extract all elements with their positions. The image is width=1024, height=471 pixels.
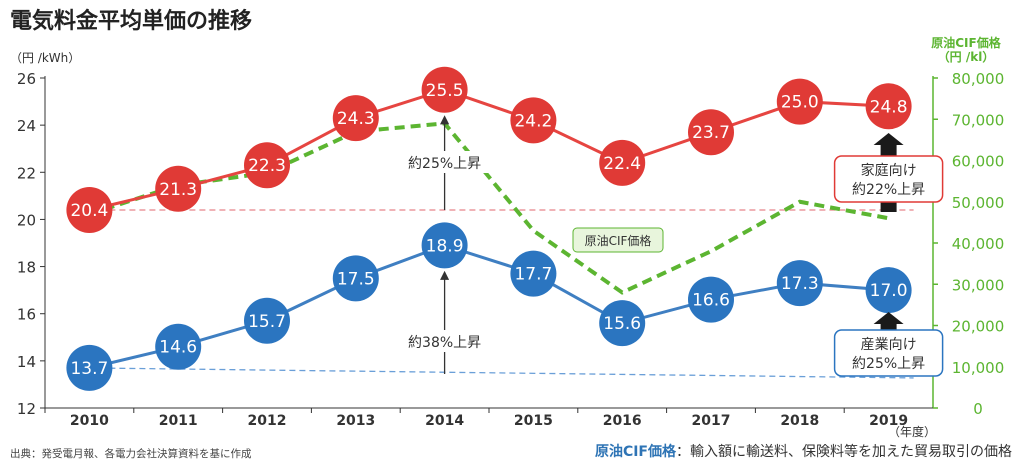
industrial-point — [510, 250, 557, 297]
left-tick-label: 20 — [17, 211, 36, 229]
industrial-box-line2: 約25%上昇 — [852, 356, 925, 372]
right-tick-label: 60,000 — [952, 153, 1005, 171]
industrial-rise-bg — [399, 330, 490, 352]
right-axis-title: 原油CIF価格 — [931, 35, 1001, 50]
household-box-line2: 約22%上昇 — [852, 182, 925, 198]
right-tick-label: 0 — [973, 400, 983, 418]
left-tick-label: 14 — [17, 353, 36, 371]
household-value-label: 23.7 — [692, 123, 730, 143]
x-tick-label: 2011 — [159, 413, 198, 429]
industrial-rise-label: 約38%上昇 — [408, 335, 481, 351]
x-tick-label: 2016 — [603, 413, 642, 429]
industrial-point — [332, 255, 379, 302]
source-note: 出典：発受電月報、各電力会社決算資料を基に作成 — [10, 448, 252, 460]
left-tick-label: 26 — [17, 70, 36, 88]
right-tick-label: 50,000 — [952, 194, 1005, 212]
household-value-label: 20.4 — [70, 201, 108, 221]
household-point — [66, 187, 113, 233]
electricity-price-chart: 12 14 16 18 20 22 24 26 （円 /kWh） 0 10,000 20,000 30,… — [10, 35, 1005, 439]
industrial-value-label: 17.3 — [781, 274, 819, 294]
industrial-point — [244, 297, 290, 344]
x-axis-unit: （年度） — [888, 424, 936, 439]
industrial-point — [599, 300, 646, 347]
household-point — [244, 142, 290, 189]
x-tick-label: 2010 — [70, 413, 109, 429]
x-tick-label: 2019 — [869, 413, 908, 429]
household-point — [510, 97, 557, 144]
industrial-value-label: 17.5 — [337, 269, 375, 289]
left-tick-label: 18 — [17, 259, 36, 277]
right-tick-label: 30,000 — [952, 276, 1005, 294]
industrial-value-label: 17.7 — [514, 265, 552, 285]
household-point — [599, 139, 646, 186]
crude-footnote: 原油CIF価格：輸入額に輸送料、保険料等を加えた貿易取引の価格 — [595, 441, 1012, 461]
industrial-point — [421, 222, 468, 269]
household-box-line1: 家庭向け — [861, 162, 917, 179]
chart-title: 電気料金平均単価の推移 — [10, 9, 253, 34]
x-tick-label: 2017 — [692, 413, 731, 429]
industrial-value-label: 15.6 — [603, 314, 641, 334]
household-value-label: 25.0 — [781, 93, 819, 113]
industrial-box-line1: 産業向け — [861, 337, 917, 353]
household-value-label: 21.3 — [159, 180, 197, 200]
household-value-label: 24.3 — [337, 109, 375, 129]
x-tick-label: 2013 — [336, 413, 375, 429]
industrial-line — [89, 243, 889, 370]
household-value-label: 25.5 — [426, 81, 464, 101]
industrial-point — [66, 344, 113, 391]
household-point — [421, 66, 468, 113]
left-tick-label: 22 — [17, 164, 36, 182]
household-value-label: 24.2 — [514, 111, 552, 131]
crude-label: 原油CIF価格 — [585, 233, 652, 248]
left-tick-label: 24 — [17, 117, 36, 135]
crude-label-box — [572, 227, 664, 253]
left-tick-label: 12 — [17, 400, 36, 418]
right-tick-label: 40,000 — [952, 235, 1005, 253]
household-point — [776, 78, 823, 125]
right-tick-label: 10,000 — [952, 359, 1005, 377]
industrial-value-label: 15.7 — [248, 312, 286, 332]
household-value-label: 22.3 — [248, 156, 286, 176]
household-line — [89, 88, 889, 212]
right-tick-label: 80,000 — [952, 70, 1005, 88]
household-rise-label: 約25%上昇 — [408, 156, 481, 172]
household-rise-bg — [399, 151, 490, 173]
industrial-value-label: 16.6 — [692, 291, 730, 311]
household-value-label: 22.4 — [603, 154, 641, 174]
right-tick-label: 20,000 — [952, 318, 1005, 336]
household-point — [155, 165, 202, 212]
x-tick-label: 2015 — [514, 413, 553, 429]
left-axis-unit: （円 /kWh） — [10, 51, 80, 65]
footnote-label: 原油CIF価格 — [594, 444, 676, 460]
household-point — [688, 109, 734, 156]
reference-line-industrial — [89, 367, 914, 379]
industrial-value-label: 18.9 — [426, 236, 464, 256]
x-tick-label: 2014 — [425, 413, 464, 429]
household-point — [332, 95, 379, 142]
industrial-point — [865, 267, 912, 314]
x-tick-label: 2018 — [780, 413, 819, 429]
crude-oil-line — [88, 121, 889, 295]
footnote-text: ：輸入額に輸送料、保険料等を加えた貿易取引の価格 — [676, 444, 1012, 460]
left-tick-label: 16 — [17, 306, 36, 324]
industrial-point — [688, 276, 734, 323]
household-value-label: 24.8 — [870, 97, 908, 117]
industrial-value-label: 14.6 — [159, 338, 197, 358]
x-tick-label: 2012 — [248, 413, 287, 429]
household-point — [865, 83, 912, 130]
industrial-value-label: 17.0 — [870, 281, 908, 301]
household-box — [833, 155, 944, 203]
right-axis-unit: （円 /kl） — [938, 49, 995, 64]
industrial-box — [833, 329, 944, 377]
industrial-point — [155, 323, 202, 370]
industrial-point — [776, 260, 823, 307]
industrial-value-label: 13.7 — [70, 359, 108, 379]
right-tick-label: 70,000 — [952, 111, 1005, 129]
